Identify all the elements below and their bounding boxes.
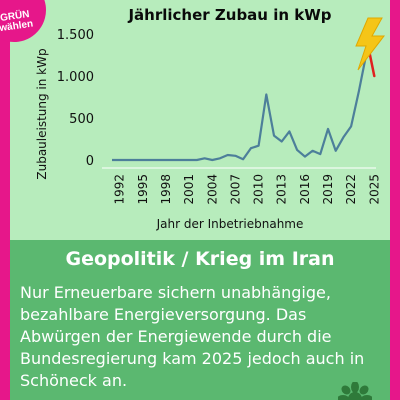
x-axis-label: Jahr der Inbetriebnahme [156, 217, 304, 231]
x-tick-label: 1992 [113, 174, 127, 205]
x-tick-label: 2004 [205, 174, 219, 205]
x-tick-label: 2010 [252, 174, 266, 205]
x-tick-label: 2016 [298, 174, 312, 205]
series-line [112, 52, 368, 162]
y-tick-label: 1.500 [57, 28, 94, 43]
panel-title: Geopolitik / Krieg im Iran [65, 248, 335, 270]
x-tick-label: 2001 [182, 174, 196, 205]
x-tick-label: 2025 [367, 174, 381, 205]
lightning-icon [355, 17, 386, 71]
x-tick-labels: 1992 1995 1998 2001 2004 2007 2010 2013 2016 2019… [113, 174, 382, 205]
x-tick-label: 2013 [275, 174, 289, 205]
chart-title: Jährlicher Zubau in kWp [127, 6, 331, 24]
x-tick-label: 1998 [159, 174, 173, 205]
y-tick-label: 1.000 [57, 70, 94, 85]
y-axis-label: Zubauleistung in kWp [35, 48, 49, 179]
x-tick-label: 2019 [321, 174, 335, 205]
sunflower-icon [338, 382, 372, 400]
y-tick-labels: 0 500 1.000 1.500 [57, 28, 94, 169]
panel-body: Nur Erneuerbare sichern unabhängige, bez… [20, 283, 365, 390]
series-group [111, 52, 368, 162]
x-tick-label: 1995 [136, 174, 150, 205]
info-panel: Geopolitik / Krieg im Iran Nur Erneuerba… [10, 240, 390, 400]
x-tick-label: 2007 [228, 174, 242, 205]
line-chart: Jährlicher Zubau in kWp Zubauleistung in… [35, 6, 386, 231]
y-tick-label: 0 [86, 154, 94, 169]
y-tick-label: 500 [69, 112, 94, 127]
x-tick-label: 2022 [344, 174, 358, 205]
